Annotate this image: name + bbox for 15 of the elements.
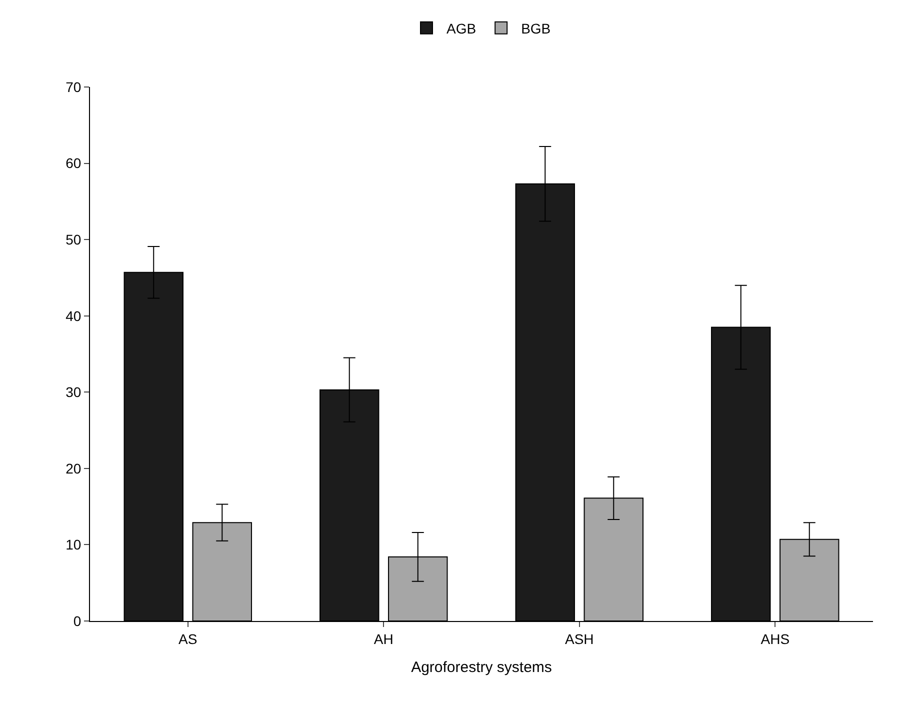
y-tick-label: 40 [66, 308, 82, 324]
x-axis-title: Agroforestry systems [411, 658, 552, 676]
y-tick-label: 70 [66, 78, 82, 95]
x-tick-label: AS [178, 630, 198, 647]
y-tick-label: 50 [66, 231, 82, 248]
y-tick-label: 10 [66, 536, 82, 553]
legend-label: AGB [446, 20, 476, 36]
y-tick-label: 60 [66, 155, 82, 172]
x-tick-label: ASH [564, 630, 594, 647]
x-tick-label: AHS [760, 630, 790, 647]
y-tick-label: 30 [66, 384, 82, 400]
y-tick-label: 20 [66, 460, 82, 476]
legend-label: BGB [521, 20, 551, 36]
y-tick-label: 0 [73, 612, 82, 629]
x-tick-label: AH [374, 630, 394, 647]
